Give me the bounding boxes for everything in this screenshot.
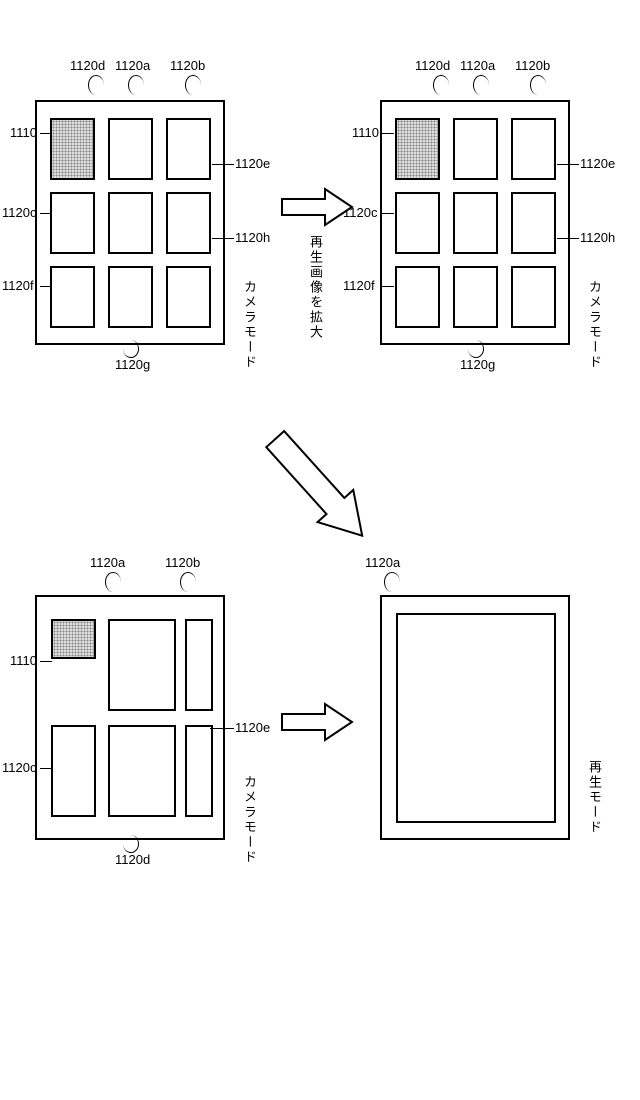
cell-1120b-tl <box>166 118 211 180</box>
leadline-1120f-tl <box>40 286 52 287</box>
label-1120d-bl: 1120d <box>115 852 150 867</box>
label-1120c-tl: 1120c <box>2 205 36 220</box>
lead-1120b-tl <box>185 75 201 95</box>
cell-1120a-tl <box>108 118 153 180</box>
leadline-1120c-bl <box>40 768 52 769</box>
panel-top-left <box>35 100 225 345</box>
panel-bottom-right <box>380 595 570 840</box>
leadline-1120e-bl <box>210 728 234 729</box>
mode-label-bl: カメラモード <box>240 775 259 865</box>
leadline-1120e-tl <box>212 164 234 165</box>
arrow-top-label: 再生画像を拡大 <box>306 235 325 340</box>
cell-1110-tr <box>395 118 440 180</box>
label-1120g-tr: 1120g <box>460 357 495 372</box>
cell-1120c-bl <box>51 725 96 817</box>
cell-1120g-tl <box>108 266 153 328</box>
cell-1120h-tl <box>166 266 211 328</box>
mode-label-tr: カメラモード <box>585 280 604 370</box>
lead-1120d-tl <box>88 75 104 95</box>
lead-1120b-tr <box>530 75 546 95</box>
cell-1120b-bl <box>185 619 213 711</box>
lead-1120g-tr <box>468 340 484 358</box>
cell-1120e-tr <box>511 192 556 254</box>
cell-1120f-tl <box>50 266 95 328</box>
cell-1120b-tr <box>511 118 556 180</box>
lead-1120a-tr <box>473 75 489 95</box>
label-1110-tr: 1110 <box>352 125 379 140</box>
label-1120h-tl: 1120h <box>235 230 270 245</box>
leadline-1120h-tr <box>557 238 579 239</box>
cell-1120c-tl <box>50 192 95 254</box>
label-1120e-bl: 1120e <box>235 720 270 735</box>
label-1120b-tr: 1120b <box>515 58 550 73</box>
cell-1120h-tr <box>511 266 556 328</box>
label-1120f-tr: 1120f <box>343 278 375 293</box>
lead-1120d-tr <box>433 75 449 95</box>
label-1120d-tr: 1120d <box>415 58 450 73</box>
cell-1110-tl <box>50 118 95 180</box>
leadline-1120h-tl <box>212 238 234 239</box>
leadline-1110-tr <box>382 133 394 134</box>
lead-1120g-tl <box>123 340 139 358</box>
label-1120a-tl: 1120a <box>115 58 150 73</box>
leadline-1110-tl <box>40 133 52 134</box>
label-1120c-bl: 1120c <box>2 760 36 775</box>
label-1120f-tl: 1120f <box>2 278 34 293</box>
cell-1120f-tr <box>395 266 440 328</box>
cell-1120g-tr <box>453 266 498 328</box>
label-1120e-tr: 1120e <box>580 156 615 171</box>
arrow-bottom-right <box>280 700 355 744</box>
leadline-1110-bl <box>40 661 52 662</box>
cell-1120a-tr <box>453 118 498 180</box>
cell-1120e-bl <box>185 725 213 817</box>
patent-diagram: 1120d 1120a 1120b 1110 1120c 1120f 1120e… <box>10 20 630 1080</box>
label-1120d-tl: 1120d <box>70 58 105 73</box>
cell-1120d-bl <box>108 725 176 817</box>
arrow-top-right <box>280 185 355 229</box>
cell-1120a-bl <box>108 619 176 711</box>
lead-1120a-tl <box>128 75 144 95</box>
mode-label-br: 再生モード <box>585 760 604 835</box>
label-1120h-tr: 1120h <box>580 230 615 245</box>
lead-1120d-bl <box>123 835 139 853</box>
lead-1120a-bl <box>105 572 121 592</box>
label-1120b-tl: 1120b <box>170 58 205 73</box>
leadline-1120c-tr <box>382 213 394 214</box>
arrow-diagonal <box>245 400 385 570</box>
cell-1120e-tl <box>166 192 211 254</box>
label-1120g-tl: 1120g <box>115 357 150 372</box>
mode-label-tl: カメラモード <box>240 280 259 370</box>
cell-1120d-tr <box>453 192 498 254</box>
cell-1120a-br <box>396 613 556 823</box>
lead-1120a-br <box>384 572 400 592</box>
label-1110-bl: 1110 <box>10 653 37 668</box>
label-1120a-bl: 1120a <box>90 555 125 570</box>
lead-1120b-bl <box>180 572 196 592</box>
label-1120b-bl: 1120b <box>165 555 200 570</box>
panel-top-right <box>380 100 570 345</box>
cell-1120c-tr <box>395 192 440 254</box>
label-1120e-tl: 1120e <box>235 156 270 171</box>
cell-1110-bl <box>51 619 96 659</box>
label-1120a-tr: 1120a <box>460 58 495 73</box>
panel-bottom-left <box>35 595 225 840</box>
label-1110-tl: 1110 <box>10 125 37 140</box>
leadline-1120f-tr <box>382 286 394 287</box>
leadline-1120c-tl <box>40 213 52 214</box>
cell-1120d-tl <box>108 192 153 254</box>
leadline-1120e-tr <box>557 164 579 165</box>
